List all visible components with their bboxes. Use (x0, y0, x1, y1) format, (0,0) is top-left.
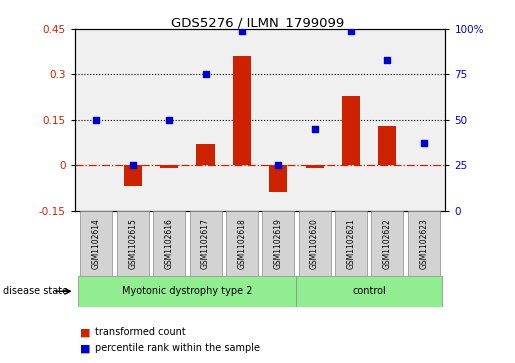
Bar (124, 165, 142, 186)
Point (165, 117, 174, 123)
Point (383, 57, 391, 63)
Bar (226, 211, 258, 276)
Text: ■: ■ (80, 343, 90, 354)
Text: GSM1102616: GSM1102616 (165, 218, 174, 269)
Bar (160, 165, 178, 168)
Point (129, 162, 137, 168)
Text: GSM1102618: GSM1102618 (237, 218, 246, 269)
Text: GDS5276 / ILMN_1799099: GDS5276 / ILMN_1799099 (171, 16, 344, 29)
Bar (190, 211, 221, 276)
Text: GSM1102614: GSM1102614 (92, 218, 101, 269)
Text: ■: ■ (80, 327, 90, 337)
Bar (78, 276, 297, 307)
Point (347, 28, 355, 34)
Text: GSM1102617: GSM1102617 (201, 218, 210, 269)
Point (238, 28, 246, 34)
Point (274, 162, 282, 168)
Point (92, 117, 100, 123)
Text: percentile rank within the sample: percentile rank within the sample (95, 343, 260, 354)
Text: GSM1102615: GSM1102615 (128, 218, 138, 269)
Bar (117, 211, 149, 276)
Text: Myotonic dystrophy type 2: Myotonic dystrophy type 2 (122, 286, 253, 296)
Bar (342, 95, 360, 165)
Point (420, 140, 428, 146)
Bar (408, 211, 440, 276)
Text: disease state: disease state (3, 286, 67, 297)
Bar (269, 165, 287, 192)
Point (311, 126, 319, 132)
Bar (299, 211, 331, 276)
Text: control: control (352, 286, 386, 296)
Text: transformed count: transformed count (95, 327, 186, 337)
Bar (378, 126, 397, 165)
Bar (233, 56, 251, 165)
Text: GSM1102620: GSM1102620 (310, 218, 319, 269)
Bar (305, 165, 324, 168)
Bar (262, 211, 294, 276)
Text: GSM1102621: GSM1102621 (347, 218, 355, 269)
Bar (153, 211, 185, 276)
Bar (335, 211, 367, 276)
Point (201, 72, 210, 77)
Text: GSM1102619: GSM1102619 (274, 218, 283, 269)
Bar (297, 276, 442, 307)
Bar (371, 211, 403, 276)
Bar (196, 144, 215, 165)
Text: GSM1102623: GSM1102623 (419, 218, 428, 269)
Text: GSM1102622: GSM1102622 (383, 218, 392, 269)
Bar (80, 211, 112, 276)
